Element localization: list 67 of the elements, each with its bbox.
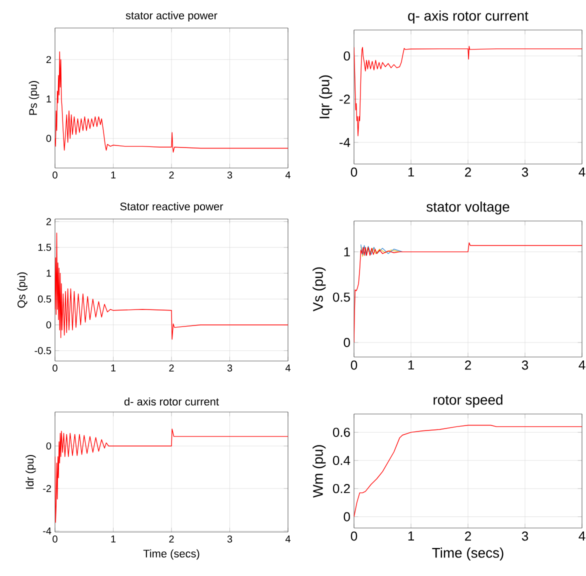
x-tick-label: 2 (465, 360, 471, 370)
y-axis-title: Iqr (pu) (319, 75, 332, 118)
y-tick-label: 1 (46, 270, 51, 277)
x-tick-label: 1 (408, 532, 414, 540)
y-tick-label: 0 (46, 321, 52, 328)
y-tick-label: 0 (46, 442, 52, 450)
chart-title: stator active power (126, 11, 218, 22)
chart-title: q- axis rotor current (408, 10, 528, 24)
chart-title: stator voltage (426, 202, 510, 215)
y-tick-label: 0 (344, 338, 350, 348)
x-tick-label: 0 (52, 172, 58, 179)
x-tick-label: 4 (578, 532, 586, 540)
x-tick-label: 2 (465, 532, 471, 541)
y-axis-title: Qs (pu) (17, 272, 28, 308)
y-tick-label: -4 (340, 138, 350, 147)
x-tick-label: 3 (522, 168, 528, 177)
x-tick-label: 1 (408, 168, 414, 176)
y-tick-label: 0.6 (332, 428, 350, 437)
x-tick-label: 3 (522, 532, 528, 541)
y-tick-label: -2 (340, 94, 350, 104)
x-tick-label: 1 (111, 536, 116, 542)
x-tick-label: 0 (52, 536, 58, 543)
y-tick-label: 0.4 (332, 456, 350, 466)
x-tick-label: 1 (408, 360, 414, 370)
y-axis-title: Ps (pu) (28, 81, 40, 115)
x-axis-title: Time (secs) (143, 549, 200, 560)
y-tick-label: 0 (344, 51, 350, 61)
y-axis-title: Wm (pu) (312, 445, 326, 498)
chart-title: d- axis rotor current (124, 397, 219, 406)
y-tick-label: 1.5 (38, 244, 52, 251)
line-series (360, 244, 403, 256)
x-tick-label: 3 (522, 360, 528, 370)
y-tick-label: 0 (46, 134, 52, 142)
x-tick-label: 4 (578, 360, 586, 370)
x-tick-label: 2 (169, 536, 174, 542)
y-tick-label: 0 (344, 512, 350, 522)
y-tick-label: -0.5 (34, 347, 52, 354)
x-tick-label: 0 (350, 360, 358, 370)
y-tick-label: 1 (46, 96, 51, 102)
x-tick-label: 2 (169, 364, 174, 372)
x-axis-title: Time (secs) (432, 548, 504, 561)
y-tick-label: 0.5 (38, 296, 52, 303)
x-tick-label: 4 (578, 168, 586, 176)
x-tick-label: 4 (285, 172, 290, 178)
y-tick-label: 1 (344, 247, 350, 256)
x-tick-label: 2 (169, 172, 174, 178)
x-tick-label: 1 (111, 172, 116, 178)
y-tick-label: 0.5 (332, 292, 350, 302)
y-tick-label: 2 (46, 218, 51, 226)
y-tick-label: 0.2 (332, 484, 350, 494)
y-axis-title: Vs (pu) (312, 267, 326, 312)
x-tick-label: 3 (227, 172, 232, 179)
x-tick-label: 0 (350, 532, 358, 541)
x-tick-label: 0 (350, 168, 358, 177)
x-tick-label: 2 (465, 168, 471, 177)
x-tick-label: 4 (285, 536, 290, 542)
y-tick-label: -2 (43, 484, 51, 492)
y-axis-title: Idr (pu) (26, 455, 36, 489)
x-tick-label: 3 (227, 364, 232, 372)
x-tick-label: 3 (227, 536, 232, 543)
y-tick-label: 2 (46, 56, 51, 64)
x-tick-label: 0 (52, 364, 58, 372)
chart-title: Stator reactive power (120, 202, 224, 212)
chart-title: rotor speed (434, 394, 502, 408)
x-tick-label: 1 (111, 364, 116, 372)
x-tick-label: 4 (285, 364, 290, 372)
y-tick-label: -4 (43, 528, 52, 534)
